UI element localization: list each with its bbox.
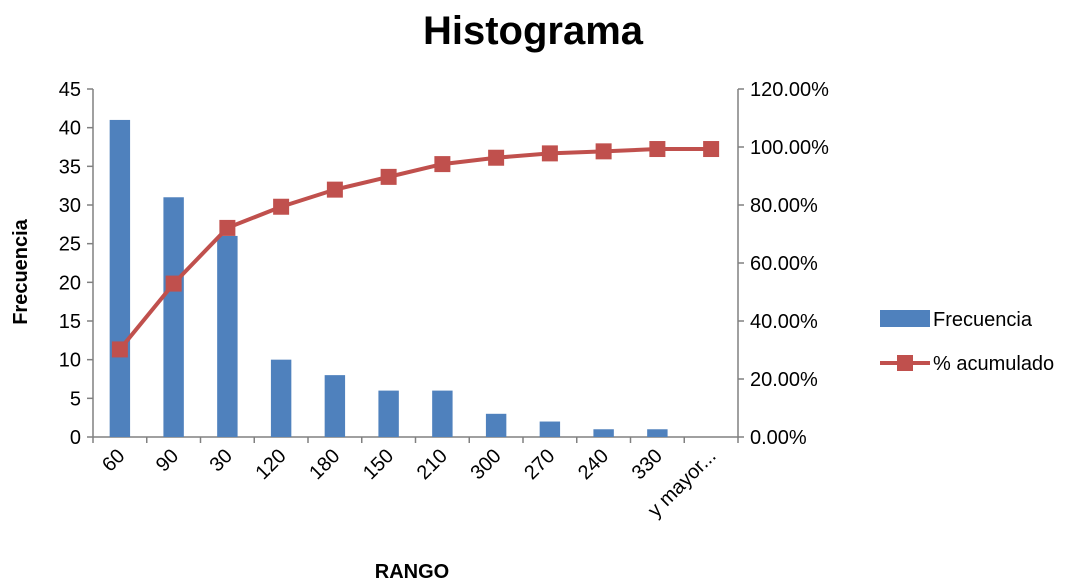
x-tick-label: 90 bbox=[152, 445, 183, 476]
marker-acumulado bbox=[273, 198, 290, 215]
marker-acumulado bbox=[541, 145, 558, 162]
bar-frecuencia bbox=[324, 375, 346, 437]
x-tick-label: 210 bbox=[413, 445, 452, 484]
y2-tick-label: 0.00% bbox=[750, 427, 807, 449]
x-tick-label: 270 bbox=[520, 445, 559, 484]
bar-frecuencia bbox=[539, 421, 561, 437]
marker-acumulado bbox=[434, 156, 451, 173]
bar-frecuencia bbox=[270, 359, 292, 437]
marker-acumulado bbox=[649, 141, 666, 158]
y2-tick-label: 40.00% bbox=[750, 311, 818, 333]
marker-acumulado bbox=[380, 168, 397, 185]
x-tick-label: 240 bbox=[574, 445, 613, 484]
bar-frecuencia bbox=[485, 413, 507, 437]
bar-frecuencia bbox=[109, 119, 131, 437]
y-tick-label: 20 bbox=[59, 272, 81, 294]
x-tick-label: 330 bbox=[628, 445, 667, 484]
legend-label-frecuencia: Frecuencia bbox=[933, 309, 1033, 331]
x-tick-label: 120 bbox=[252, 445, 291, 484]
bar-frecuencia bbox=[163, 197, 184, 437]
marker-acumulado bbox=[595, 143, 612, 160]
legend: Frecuencia % acumulado bbox=[880, 309, 1054, 375]
x-tick-label: 300 bbox=[467, 445, 506, 484]
y-tick-label: 35 bbox=[59, 156, 81, 178]
y-tick-label: 0 bbox=[70, 427, 81, 449]
chart-title: Histograma bbox=[423, 9, 644, 53]
bar-frecuencia bbox=[647, 429, 668, 437]
marker-acumulado bbox=[111, 341, 128, 358]
bar-frecuencia bbox=[432, 390, 453, 437]
x-tick-label: 60 bbox=[98, 445, 129, 476]
y-tick-label: 5 bbox=[70, 388, 81, 410]
y2-tick-label: 120.00% bbox=[750, 79, 829, 101]
marker-acumulado bbox=[703, 141, 720, 158]
marker-acumulado bbox=[326, 181, 343, 198]
marker-acumulado bbox=[219, 219, 236, 236]
bar-frecuencia bbox=[378, 390, 399, 437]
x-tick-label: 180 bbox=[305, 445, 344, 484]
x-tick-label: 150 bbox=[359, 445, 398, 484]
y-axis-title: Frecuencia bbox=[10, 218, 32, 324]
y-tick-label: 45 bbox=[59, 79, 81, 101]
y2-tick-label: 100.00% bbox=[750, 137, 829, 159]
y-tick-label: 25 bbox=[59, 234, 81, 256]
plot-area: 0 5 10 15 20 25 30 35 40 45 0.00% 20.00% 40.00% 60.00… bbox=[59, 79, 829, 522]
line-acumulado bbox=[118, 147, 712, 351]
x-tick-label: 30 bbox=[206, 445, 237, 476]
marker-acumulado bbox=[165, 275, 182, 292]
x-axis-title: RANGO bbox=[375, 561, 449, 581]
y-tick-label: 15 bbox=[59, 311, 81, 333]
bar-frecuencia bbox=[217, 235, 238, 437]
legend-swatch-frecuencia bbox=[880, 310, 930, 327]
y-tick-label: 30 bbox=[59, 195, 81, 217]
y-tick-label: 10 bbox=[59, 350, 81, 372]
legend-marker-acumulado bbox=[897, 355, 913, 371]
marker-acumulado bbox=[488, 149, 505, 166]
y2-tick-label: 20.00% bbox=[750, 369, 818, 391]
y2-tick-label: 60.00% bbox=[750, 253, 818, 275]
y2-tick-label: 80.00% bbox=[750, 195, 818, 217]
y-tick-label: 40 bbox=[59, 118, 81, 140]
legend-label-acumulado: % acumulado bbox=[933, 353, 1054, 375]
bar-frecuencia bbox=[593, 429, 614, 437]
